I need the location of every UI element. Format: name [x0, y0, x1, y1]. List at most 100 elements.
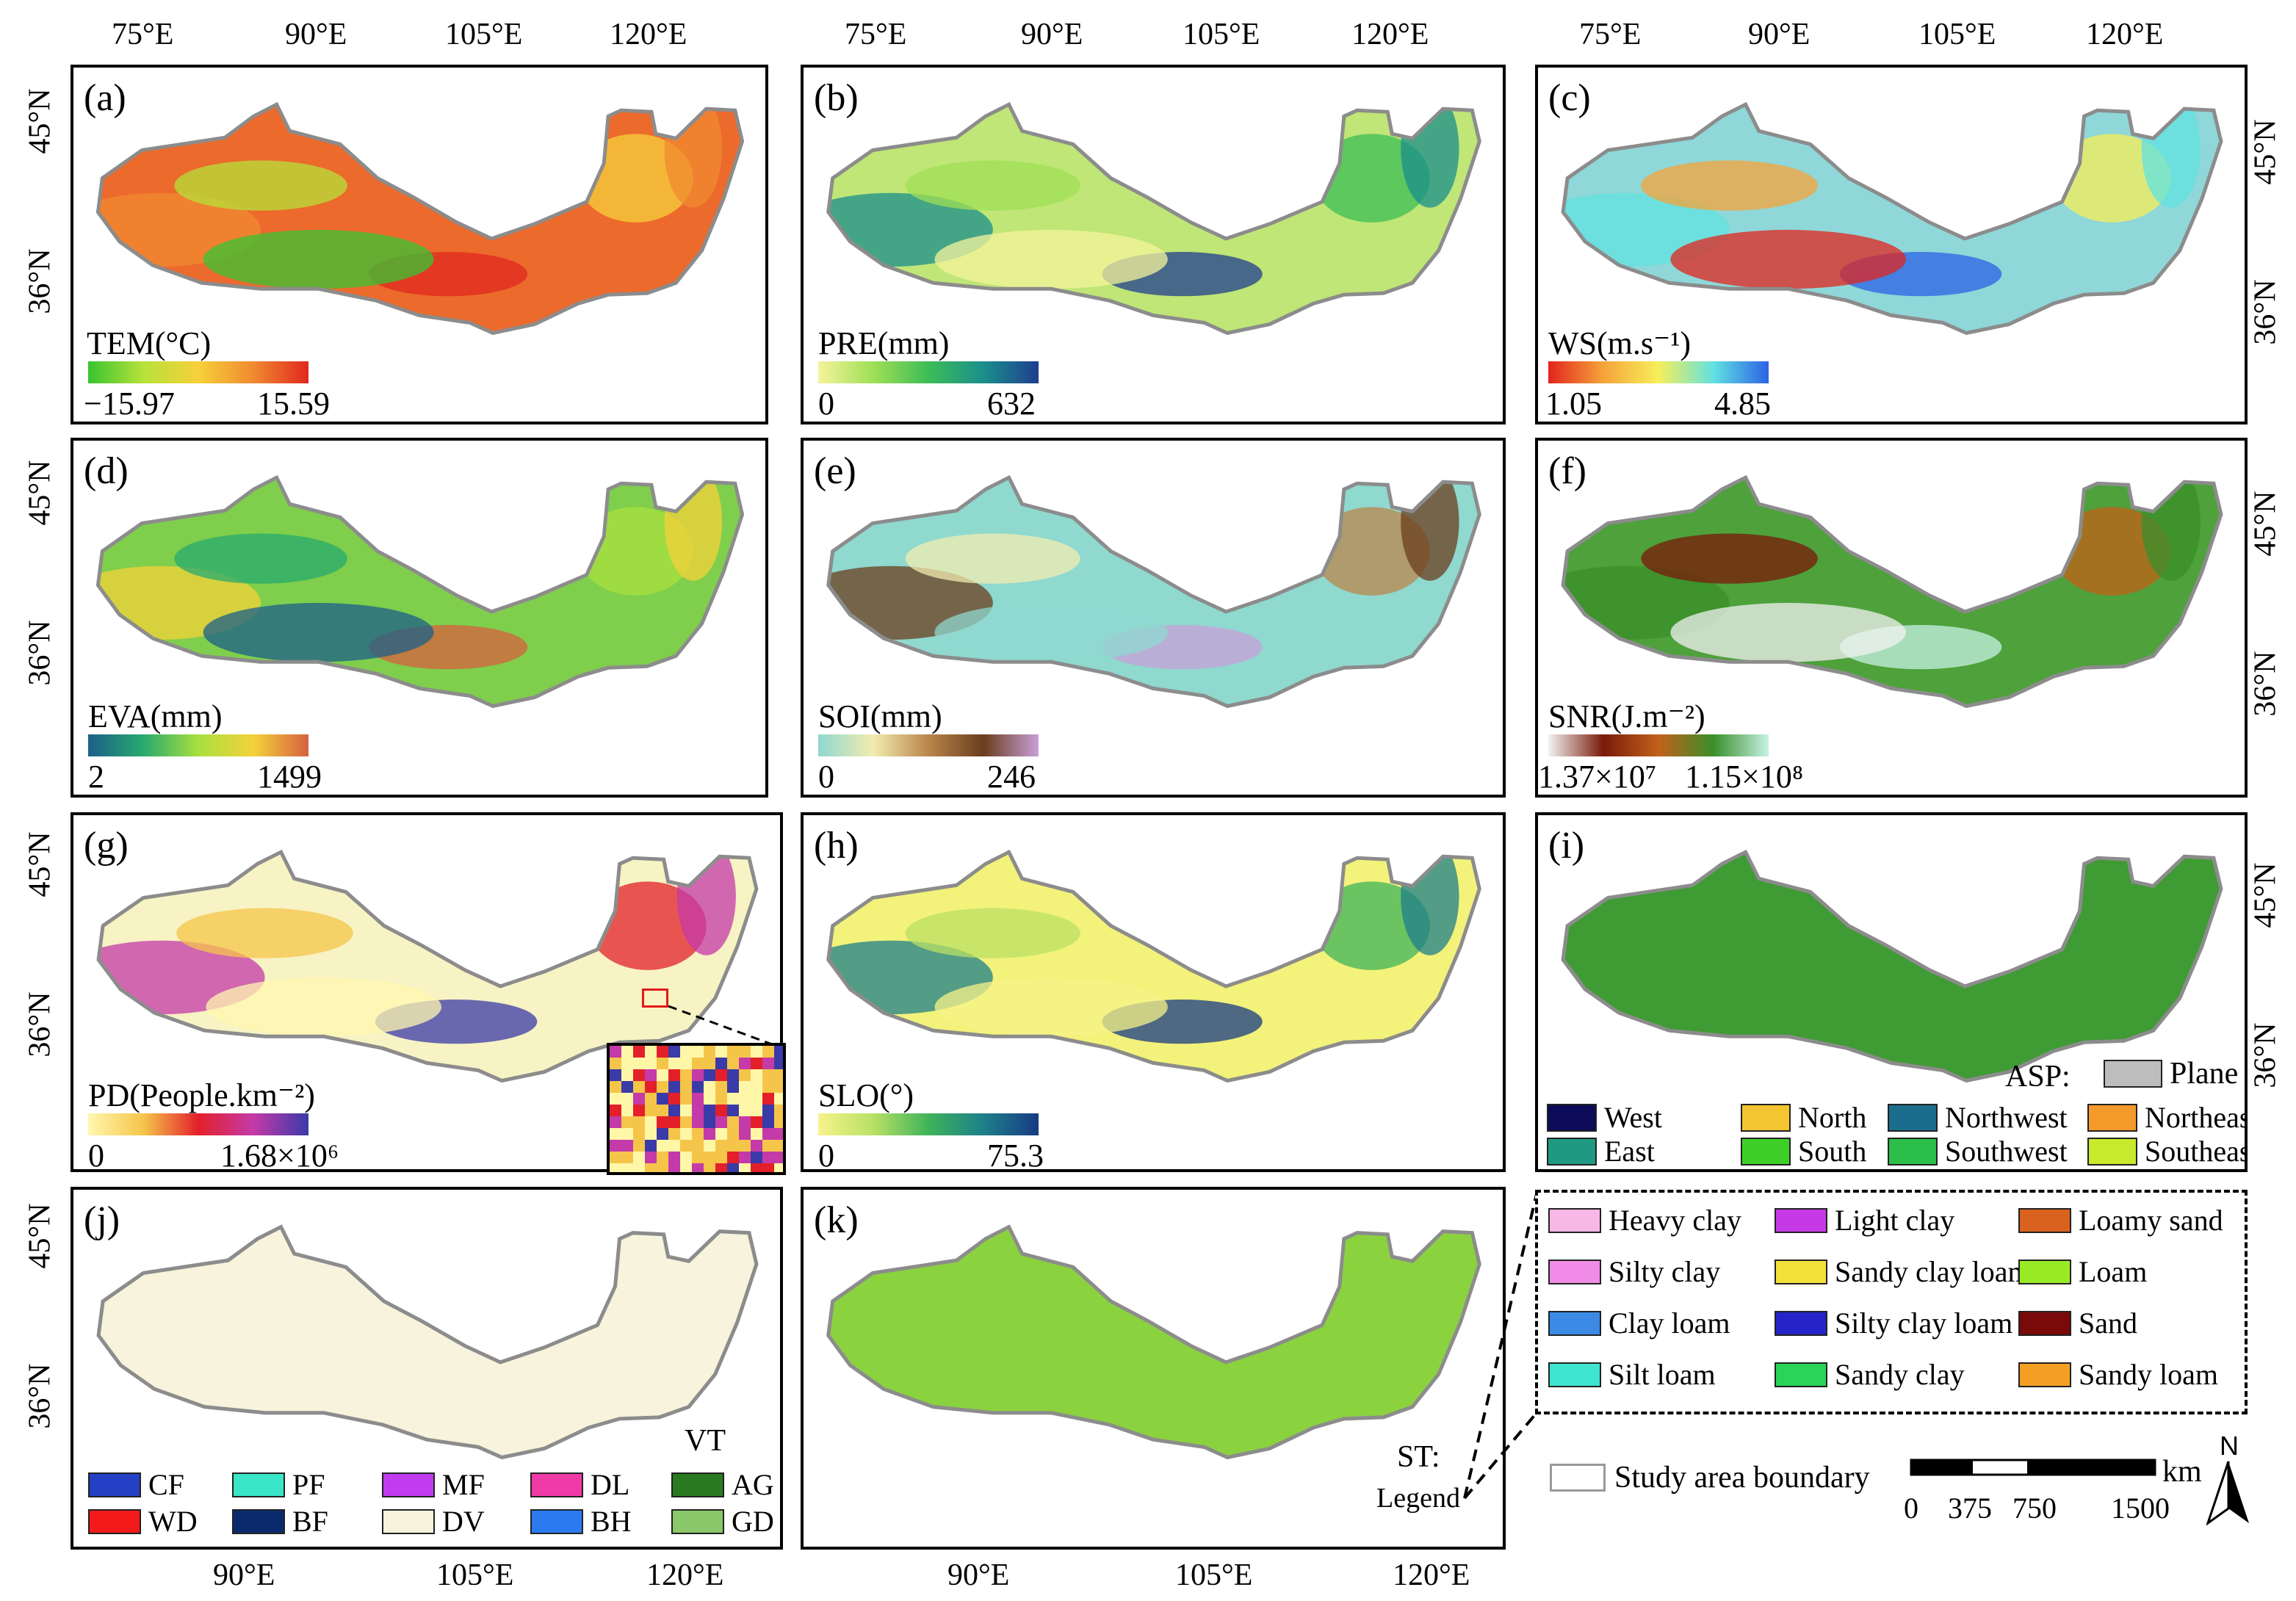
inset-pixel	[715, 1081, 727, 1093]
legend-swatch	[1548, 1362, 1601, 1387]
colorbar	[818, 1113, 1039, 1135]
inset-pixel	[727, 1163, 739, 1172]
colorbar-max: 1.68×10⁶	[220, 1138, 339, 1174]
inset-pixel	[727, 1128, 739, 1140]
inset-pixel	[751, 1093, 762, 1105]
inset-pixel	[762, 1128, 774, 1140]
inset-pixel	[633, 1152, 645, 1163]
colorbar-max: 246	[987, 759, 1036, 795]
map-patch	[934, 229, 1168, 289]
inset-pixel	[692, 1046, 704, 1058]
inset-pixel	[633, 1105, 645, 1116]
study-area-map	[826, 849, 1481, 1083]
legend-swatch	[382, 1472, 435, 1497]
inset-pixel	[621, 1081, 633, 1093]
map-patch	[588, 881, 707, 970]
lon-label: 90°E	[1021, 18, 1083, 51]
soil-legend-item: Sand	[2018, 1306, 2137, 1340]
soil-legend-item: Clay loam	[1548, 1306, 1730, 1340]
inset-pixel	[668, 1058, 680, 1069]
panel-label: (h)	[814, 825, 859, 867]
study-area-map	[826, 101, 1481, 336]
vegetation-legend-item: WD	[88, 1504, 198, 1539]
inset-pixel	[739, 1058, 751, 1069]
inset-pixel	[739, 1128, 751, 1140]
soil-legend-item: Loamy sand	[2018, 1203, 2223, 1237]
legend-swatch	[88, 1508, 141, 1534]
inset-pixel	[692, 1152, 704, 1163]
vegetation-legend-item: DL	[530, 1467, 629, 1502]
inset-pixel	[751, 1152, 762, 1163]
lon-label: 105°E	[1175, 1558, 1253, 1592]
inset-pixel	[751, 1116, 762, 1128]
inset-pixel	[657, 1058, 668, 1069]
colorbar-title: PRE(mm)	[818, 325, 950, 361]
inset-pixel	[645, 1081, 657, 1093]
legend-swatch	[1547, 1137, 1597, 1165]
vegetation-legend-item: MF	[382, 1467, 485, 1502]
colorbar	[818, 734, 1039, 756]
panel-label: (b)	[814, 77, 859, 119]
inset-pixel	[704, 1105, 715, 1116]
map-patch	[203, 229, 434, 289]
inset-pixel	[715, 1069, 727, 1081]
inset-pixel	[668, 1046, 680, 1058]
panel-label: (e)	[814, 450, 856, 492]
colorbar-min: 0	[818, 759, 834, 795]
colorbar	[88, 361, 308, 383]
inset-pixel	[680, 1152, 692, 1163]
aspect-legend-item: Northeast	[2087, 1100, 2245, 1135]
inset-pixel	[692, 1163, 704, 1172]
inset-pixel	[680, 1116, 692, 1128]
inset-pixel	[751, 1163, 762, 1172]
legend-swatch	[2087, 1137, 2137, 1165]
inset-pixel	[762, 1116, 774, 1128]
colorbar	[88, 1113, 308, 1135]
inset-pixel	[704, 1152, 715, 1163]
inset-pixel	[739, 1093, 751, 1105]
legend-swatch	[88, 1472, 141, 1497]
panel-g-population-density: (g) PD(People.km⁻²) 0 1.68×10⁶	[71, 812, 786, 1175]
soil-legend-item: Heavy clay	[1548, 1203, 1741, 1237]
inset-pixel	[727, 1058, 739, 1069]
map-patch	[2053, 507, 2171, 596]
soil-legend-item: Light clay	[1775, 1203, 1954, 1237]
soil-type-legend: Heavy clay Light clay Loamy sand Silty clay…	[1535, 1190, 2248, 1414]
inset-pixel	[680, 1140, 692, 1152]
map-patch	[2053, 134, 2171, 223]
inset-pixel	[610, 1163, 621, 1172]
inset-pixel	[704, 1128, 715, 1140]
lon-label: 105°E	[1183, 18, 1260, 51]
region-boundary	[1561, 474, 2223, 709]
panel-h-slope: (h) SLO(°) 0 75.3	[801, 812, 1506, 1172]
scale-tick: 750	[2012, 1492, 2057, 1525]
inset-pixel	[657, 1116, 668, 1128]
inset-pixel	[762, 1140, 774, 1152]
inset-pixel	[739, 1069, 751, 1081]
legend-label: AG	[732, 1468, 774, 1501]
region-boundary	[1561, 849, 2223, 1083]
inset-pixel	[774, 1093, 783, 1105]
inset-pixel	[610, 1105, 621, 1116]
vegetation-legend-item: AG	[671, 1467, 774, 1502]
inset-pixel	[668, 1081, 680, 1093]
map-patch	[577, 507, 693, 596]
soil-legend-item: Sandy loam	[2018, 1357, 2218, 1392]
vegetation-legend-item: PF	[232, 1467, 325, 1502]
inset-pixel	[645, 1046, 657, 1058]
aspect-legend-item: East	[1547, 1134, 1655, 1168]
inset-pixel	[645, 1116, 657, 1128]
colorbar-max: 1499	[257, 759, 322, 795]
inset-pixel	[645, 1058, 657, 1069]
inset-pixel	[610, 1152, 621, 1163]
colorbar-max: 4.85	[1714, 386, 1771, 422]
legend-label: South	[1798, 1135, 1867, 1168]
inset-pixel	[633, 1116, 645, 1128]
inset-pixel	[692, 1116, 704, 1128]
inset-pixel	[633, 1163, 645, 1172]
inset-pixel	[680, 1128, 692, 1140]
colorbar-max: 632	[987, 386, 1036, 422]
region-boundary	[826, 474, 1481, 709]
colorbar-min: 0	[818, 386, 834, 422]
inset-pixel	[668, 1105, 680, 1116]
